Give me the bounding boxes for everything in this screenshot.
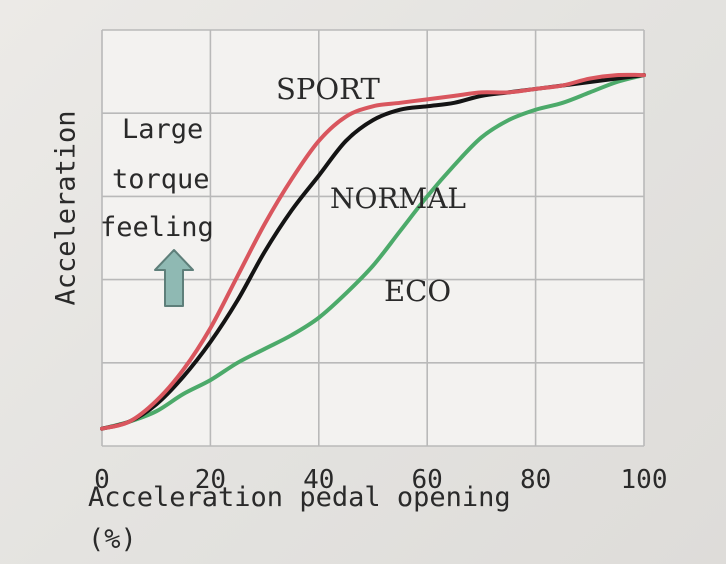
annotation-line-3: feeling [100,212,214,243]
x-tick-label: 0 [94,465,110,495]
plot-background [102,30,644,446]
series-label-sport: SPORT [276,72,380,106]
annotation-line-1: Large [122,114,204,145]
annotation-line-2: torque [112,164,210,195]
series-label-normal: NORMAL [330,182,467,215]
x-axis-label: Acceleration pedal opening [88,482,511,513]
up-arrow-icon [154,249,194,307]
tick-labels-layer: 0 20 40 60 80 100 [94,465,667,495]
series-label-eco: ECO [384,274,452,308]
y-axis-label: Acceleration [50,110,82,306]
up-arrow-shape [154,249,194,307]
x-tick-label: 80 [520,465,551,495]
x-tick-label: 40 [303,465,334,495]
x-tick-label: 100 [621,465,668,495]
x-tick-label: 60 [412,465,443,495]
series-layer [100,72,646,431]
series-line-eco [100,73,646,431]
grid-layer [101,29,645,447]
x-axis-unit: (%) [88,524,137,555]
series-line-sport [100,72,646,431]
x-tick-label: 20 [195,465,226,495]
